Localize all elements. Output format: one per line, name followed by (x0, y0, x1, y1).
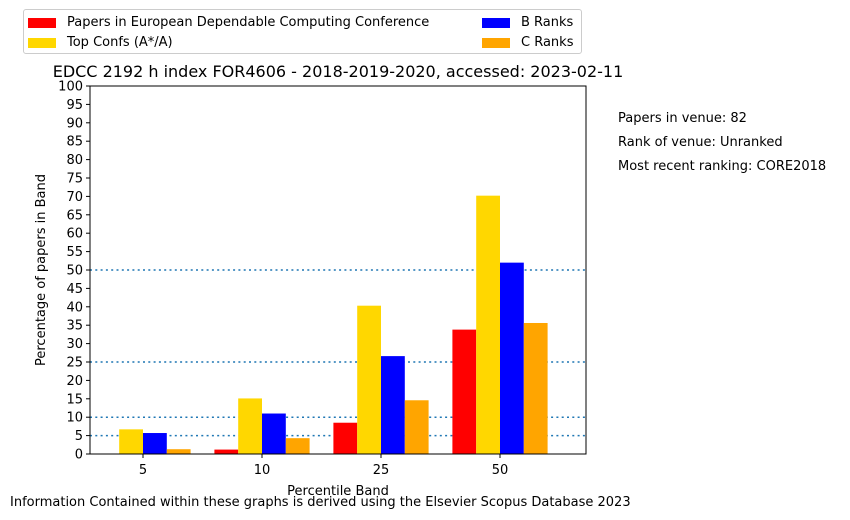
x-tick-label: 5 (139, 463, 147, 478)
y-tick-label: 60 (66, 227, 83, 242)
bar (166, 449, 191, 454)
y-tick-label: 45 (66, 282, 83, 297)
y-tick-label: 15 (66, 392, 83, 407)
y-tick-label: 25 (66, 356, 83, 371)
y-tick-label: 75 (66, 172, 83, 187)
x-axis-label: Percentile Band (287, 484, 389, 499)
legend-label-c-ranks: C Ranks (521, 35, 574, 50)
x-tick-label: 10 (254, 463, 271, 478)
bars (119, 195, 548, 454)
y-tick-label: 10 (66, 411, 83, 426)
bar (523, 322, 548, 454)
y-tick-label: 50 (66, 264, 83, 279)
y-axis-label: Percentage of papers in Band (34, 174, 49, 366)
bar (119, 429, 143, 454)
y-tick-label: 55 (66, 245, 83, 260)
y-tick-label: 70 (66, 190, 83, 205)
y-tick-label: 40 (66, 300, 83, 315)
y-tick-label: 5 (75, 429, 83, 444)
bar (381, 356, 405, 454)
papers-in-venue: Papers in venue: 82 (618, 111, 747, 126)
most-recent-ranking: Most recent ranking: CORE2018 (618, 159, 827, 174)
y-axis: 0 5 10 15 20 25 30 35 40 45 50 55 60 65 70 75 80 85 90 95 10… (58, 80, 90, 463)
footer-note: Information Contained within these graph… (10, 495, 631, 510)
chart-title: EDCC 2192 h index FOR4606 - 2018-2019-20… (53, 62, 624, 81)
bar (238, 398, 262, 454)
y-tick-label: 90 (66, 116, 83, 131)
y-tick-label: 80 (66, 153, 83, 168)
y-tick-label: 85 (66, 135, 83, 150)
legend-label-top-confs: Top Confs (A*/A) (67, 35, 173, 50)
bar (452, 329, 477, 454)
bar (500, 262, 524, 454)
y-tick-label: 65 (66, 208, 83, 223)
legend-label-venue: Papers in European Dependable Computing … (67, 15, 430, 30)
legend-swatch-c-ranks (482, 38, 510, 48)
x-axis: 5 10 25 50 (139, 454, 508, 478)
bar (143, 433, 167, 454)
bar (357, 305, 381, 454)
y-tick-label: 30 (66, 337, 83, 352)
x-tick-label: 25 (373, 463, 390, 478)
legend-swatch-venue (28, 18, 56, 28)
legend: Papers in European Dependable Computing … (23, 9, 582, 54)
bar (333, 422, 358, 454)
bar (404, 400, 429, 454)
y-tick-label: 35 (66, 319, 83, 334)
y-tick-label: 0 (75, 448, 83, 463)
x-tick-label: 50 (492, 463, 509, 478)
legend-swatch-b-ranks (482, 18, 510, 28)
bar (476, 195, 500, 454)
legend-label-b-ranks: B Ranks (521, 15, 574, 30)
bar (214, 449, 239, 454)
y-tick-label: 95 (66, 98, 83, 113)
legend-swatch-top-confs (28, 38, 56, 48)
y-tick-label: 20 (66, 374, 83, 389)
bar (285, 438, 310, 454)
y-tick-label: 100 (58, 80, 83, 95)
rank-of-venue: Rank of venue: Unranked (618, 135, 783, 150)
bar (262, 413, 286, 454)
